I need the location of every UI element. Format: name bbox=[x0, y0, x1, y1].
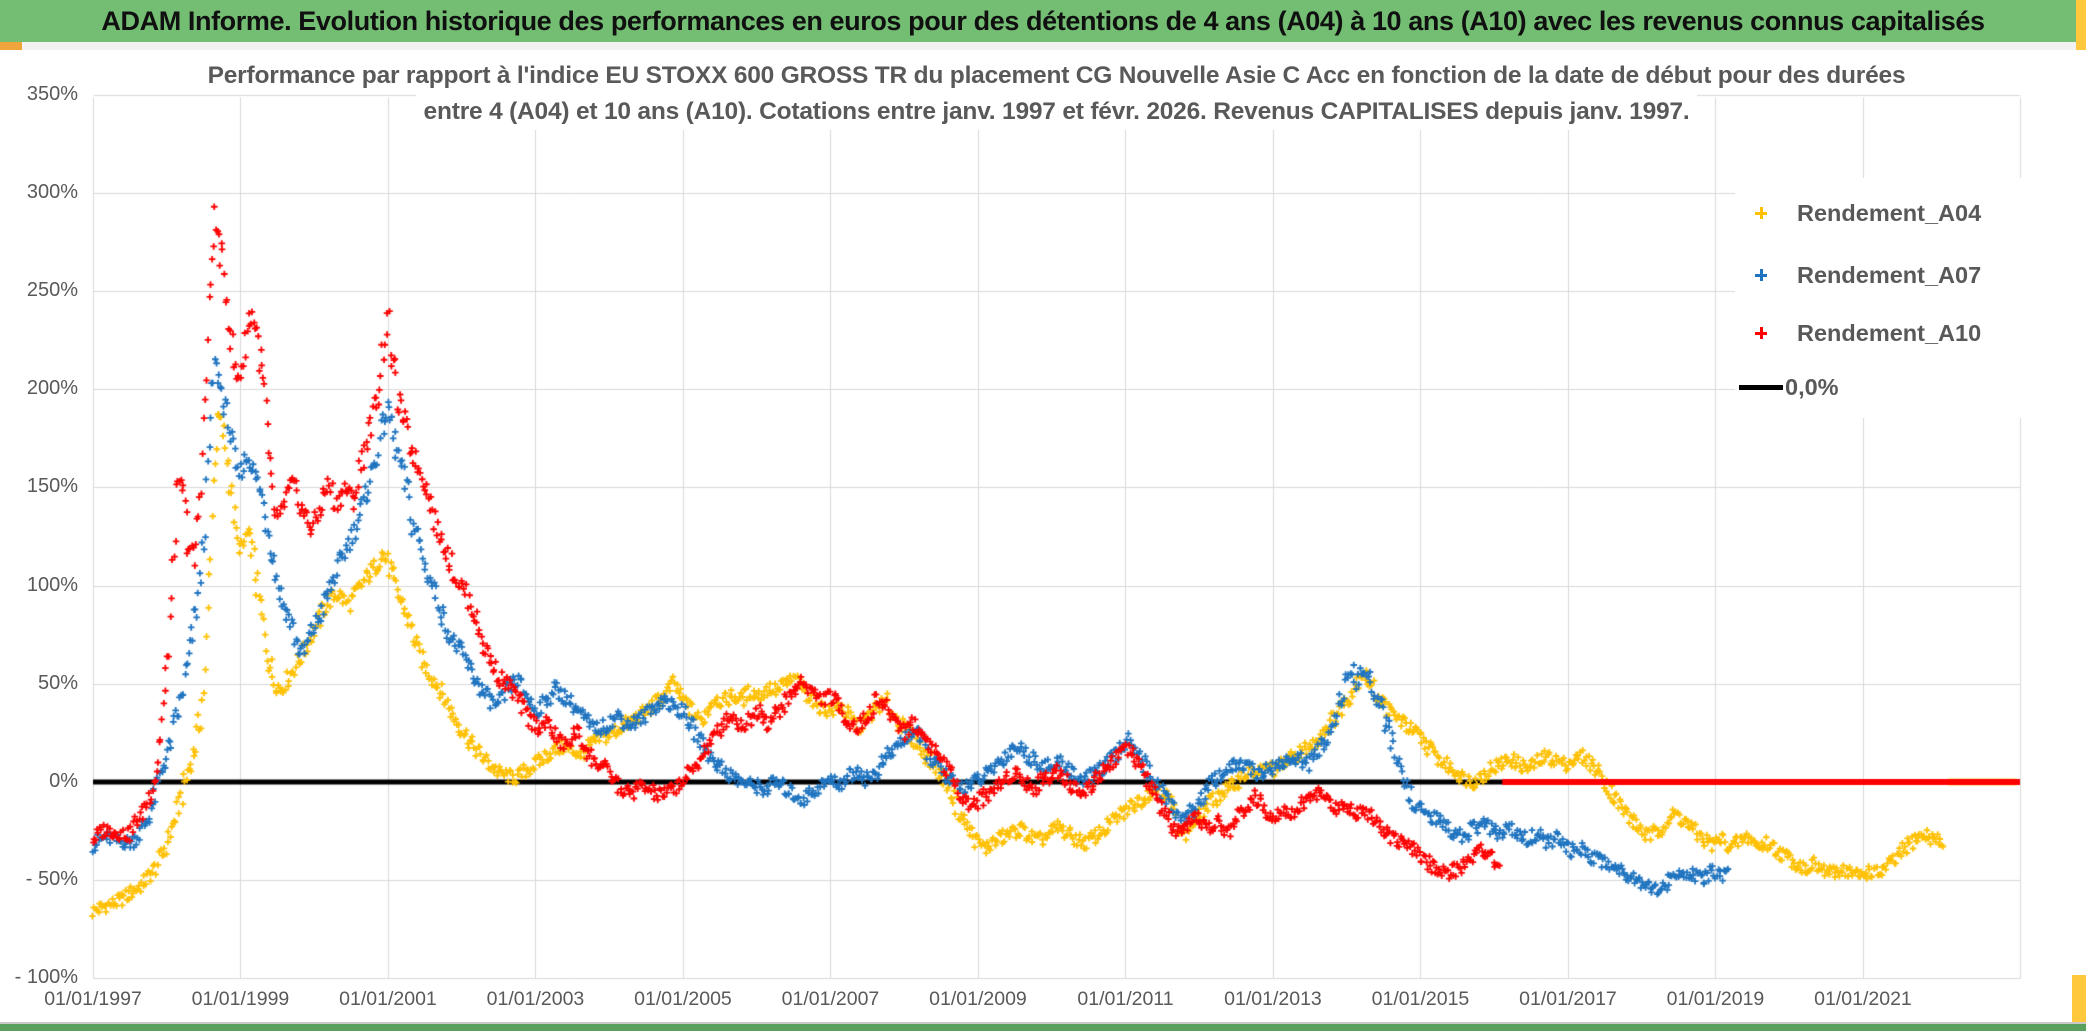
x-axis-tick-label: 01/01/2001 bbox=[339, 988, 437, 1010]
y-axis-tick-label: 250% bbox=[26, 279, 78, 302]
legend-item-label: 0,0% bbox=[1785, 373, 1839, 400]
legend-item-0-0-: 0,0% bbox=[1735, 370, 2083, 404]
x-axis-tick-label: 01/01/1997 bbox=[44, 988, 142, 1010]
x-axis-tick-label: 01/01/2021 bbox=[1814, 988, 1912, 1010]
legend-item-rendement-a04: Rendement_A04 bbox=[1735, 196, 2083, 230]
x-axis-tick-label: 01/01/1999 bbox=[191, 988, 290, 1010]
legend-item-label: Rendement_A04 bbox=[1797, 199, 1982, 226]
x-axis-tick-label: 01/01/2013 bbox=[1224, 988, 1322, 1010]
x-axis-tick-label: 01/01/2015 bbox=[1371, 988, 1470, 1010]
x-axis-tick-label: 01/01/2005 bbox=[634, 988, 732, 1010]
x-axis-tick-label: 01/01/2017 bbox=[1519, 988, 1617, 1010]
legend-plus-marker-icon bbox=[1753, 205, 1769, 221]
y-axis-tick-label: 350% bbox=[26, 82, 78, 105]
legend-item-label: Rendement_A10 bbox=[1797, 319, 1982, 346]
legend-item-rendement-a10: Rendement_A10 bbox=[1735, 316, 2083, 350]
legend-plus-marker-icon bbox=[1753, 267, 1769, 283]
y-axis-tick-label: 150% bbox=[26, 475, 78, 498]
legend-item-label: Rendement_A07 bbox=[1797, 261, 1982, 288]
x-axis-tick-label: 01/01/2009 bbox=[929, 988, 1027, 1010]
chart-legend: Rendement_A04 Rendement_A07 Rendement_A10 0… bbox=[1735, 178, 2083, 418]
y-axis-tick-label: 50% bbox=[37, 671, 78, 694]
y-axis-tick-label: 0% bbox=[49, 770, 78, 792]
x-axis-tick-label: 01/01/2007 bbox=[781, 988, 880, 1010]
y-axis-tick-label: 200% bbox=[26, 377, 78, 400]
y-axis-tick-label: - 100% bbox=[14, 966, 78, 989]
y-axis-tick-label: 300% bbox=[26, 180, 78, 203]
legend-line-swatch-icon bbox=[1739, 384, 1783, 390]
x-axis-tick-label: 01/01/2011 bbox=[1077, 988, 1174, 1010]
legend-item-rendement-a07: Rendement_A07 bbox=[1735, 258, 2083, 292]
x-axis-tick-label: 01/01/2019 bbox=[1666, 988, 1765, 1010]
x-axis-tick-label: 01/01/2003 bbox=[486, 988, 585, 1010]
y-axis-tick-label: 100% bbox=[26, 573, 78, 596]
legend-plus-marker-icon bbox=[1753, 325, 1769, 341]
y-axis-tick-label: - 50% bbox=[25, 868, 78, 891]
